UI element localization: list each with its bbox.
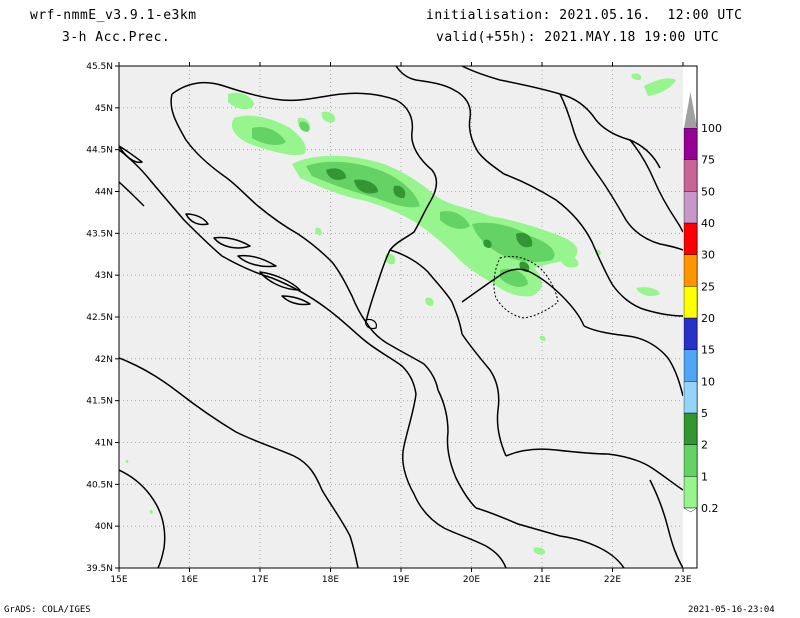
colorbar-label: 10 — [701, 375, 715, 388]
lon-tick-label: 16E — [181, 575, 198, 585]
colorbar-label: 40 — [701, 217, 715, 230]
lon-tick-label: 15E — [110, 575, 127, 585]
lat-tick-label: 43N — [95, 271, 113, 281]
lon-tick-label: 18E — [322, 575, 339, 585]
colorbar-label: 2 — [701, 439, 708, 452]
lat-tick-label: 41.5N — [86, 397, 113, 407]
lon-tick-label: 19E — [392, 575, 409, 585]
colorbar-label: 1 — [701, 470, 708, 483]
lon-tick-label: 22E — [604, 575, 621, 585]
colorbar-segment — [684, 445, 697, 477]
lat-tick-label: 44.5N — [86, 146, 113, 156]
colorbar-segment — [684, 350, 697, 382]
lat-tick-label: 44N — [95, 188, 113, 198]
lat-tick-label: 40N — [95, 522, 113, 532]
lon-tick-label: 21E — [533, 575, 550, 585]
footer-timestamp: 2021-05-16-23:04 — [688, 605, 775, 615]
lat-tick-label: 39.5N — [86, 564, 113, 574]
colorbar-segment — [684, 191, 697, 223]
lat-tick-label: 41N — [95, 439, 113, 449]
colorbar-label: 75 — [701, 154, 715, 167]
colorbar-segment — [684, 160, 697, 192]
colorbar-segment — [684, 255, 697, 287]
lon-tick-label: 23E — [674, 575, 691, 585]
colorbar-segment — [684, 286, 697, 318]
colorbar-label: 30 — [701, 249, 715, 262]
colorbar-label: 100 — [701, 122, 722, 135]
colorbar-segment — [684, 476, 697, 508]
lon-tick-label: 17E — [251, 575, 268, 585]
lat-tick-label: 45.5N — [86, 62, 113, 72]
colorbar-label: 50 — [701, 185, 715, 198]
colorbar-label: 25 — [701, 280, 715, 293]
lat-tick-label: 42N — [95, 355, 113, 365]
lat-tick-label: 42.5N — [86, 313, 113, 323]
colorbar-segment — [684, 223, 697, 255]
colorbar-segment — [684, 413, 697, 445]
colorbar-segment — [684, 128, 697, 160]
lon-tick-label: 20E — [463, 575, 480, 585]
lat-tick-label: 43.5N — [86, 229, 113, 239]
footer-credit: GrADS: COLA/IGES — [4, 605, 91, 615]
colorbar-segment — [684, 381, 697, 413]
lat-tick-label: 40.5N — [86, 480, 113, 490]
colorbar-label: 0.2 — [701, 502, 719, 515]
colorbar-label: 15 — [701, 344, 715, 357]
colorbar-label: 5 — [701, 407, 708, 420]
colorbar-segment — [684, 318, 697, 350]
colorbar-label: 20 — [701, 312, 715, 325]
lat-tick-label: 45N — [95, 104, 113, 114]
